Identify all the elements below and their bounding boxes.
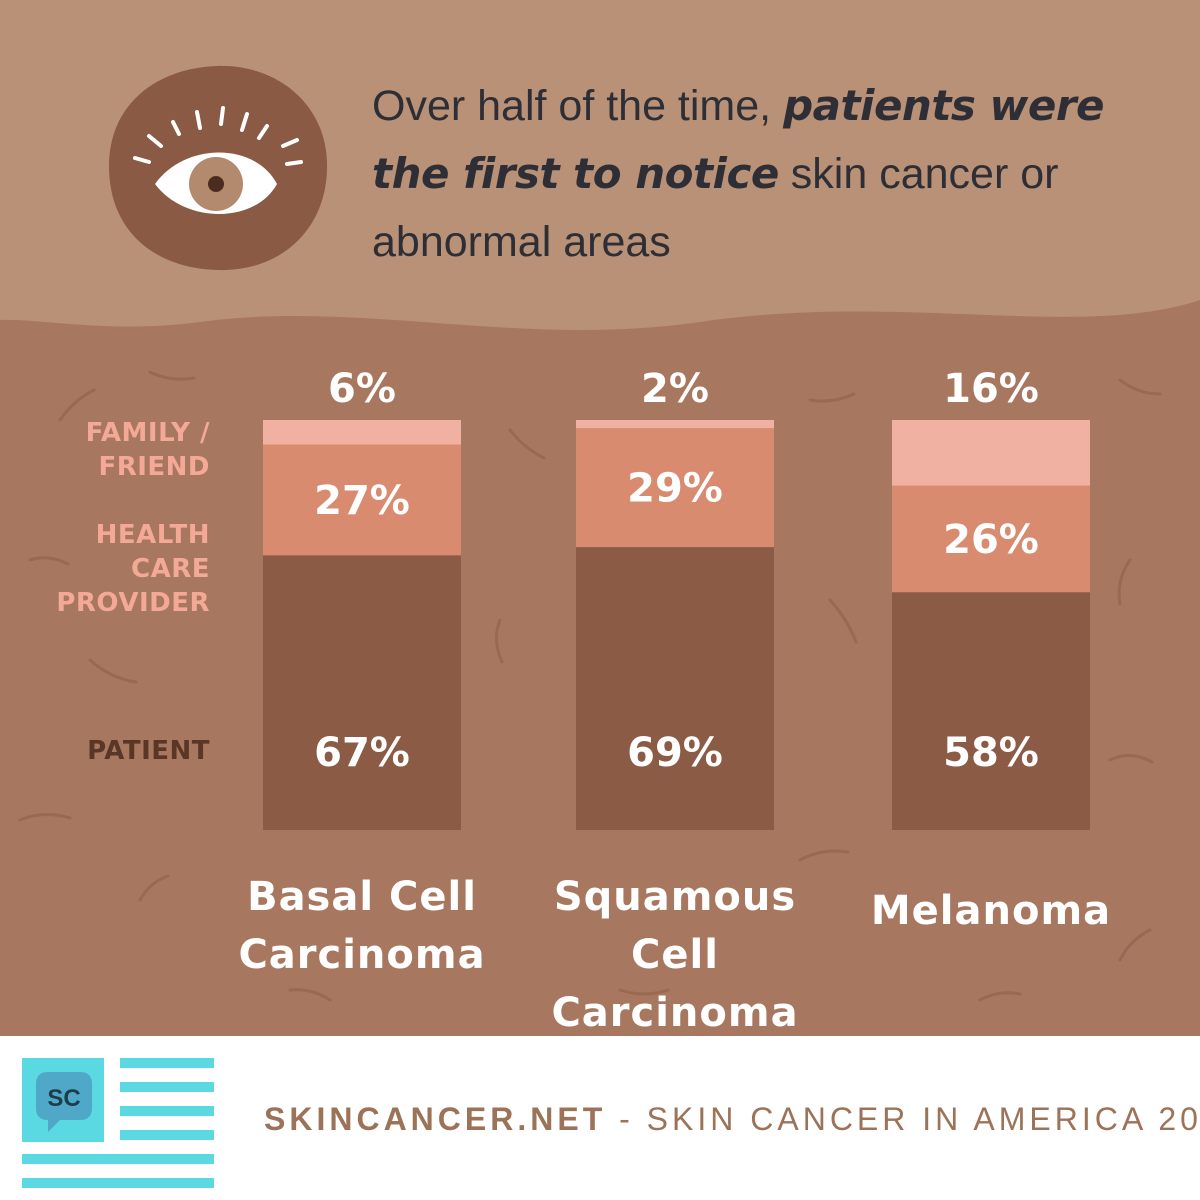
legend-label-health-care-provider: HEALTH CARE PROVIDER — [56, 520, 210, 618]
category-label-1: Basal Cell Carcinoma — [238, 874, 486, 978]
value-label-provider-2: 29% — [627, 466, 723, 512]
bar-3-patient — [892, 592, 1090, 830]
bar-1-family — [263, 420, 461, 445]
legend-label-patient: PATIENT — [87, 736, 210, 766]
bar-2-provider — [576, 428, 774, 548]
footer-text: SKINCANCER.NET - SKIN CANCER IN AMERICA … — [264, 1101, 1200, 1138]
footer: SC SKINCANCER.NET - SKIN CANCER IN AMERI… — [0, 1036, 1200, 1200]
top-band — [0, 0, 1200, 330]
footer-tagline: - SKIN CANCER IN AMERICA 2017 — [606, 1101, 1200, 1137]
eye-badge — [109, 65, 328, 271]
value-label-family-3: 16% — [943, 366, 1039, 412]
value-label-family-2: 2% — [641, 366, 709, 412]
bar-2-family — [576, 420, 774, 429]
bar-3-provider — [892, 485, 1090, 593]
bar-1-provider — [263, 444, 461, 556]
bar-2-patient — [576, 547, 774, 830]
stacked-bar-chart: 67% 27% 6% 69% 29% 2% 58% 26% 16% — [18, 366, 1162, 1002]
footer-site[interactable]: SKINCANCER.NET — [264, 1101, 607, 1137]
value-label-patient-3: 58% — [943, 730, 1039, 776]
bar-1-patient — [263, 555, 461, 830]
value-label-provider-1: 27% — [314, 478, 410, 524]
value-label-provider-3: 26% — [943, 517, 1039, 563]
eye-icon — [133, 106, 303, 166]
bars-group — [263, 420, 1090, 830]
headline-emphasis: patients were the first to notice — [372, 81, 1105, 198]
headline-part2: skin cancer or abnormal areas — [372, 150, 1059, 266]
bar-3-family — [892, 420, 1090, 486]
bar-labels-group: 67% 27% 6% 69% 29% 2% 58% 26% 16% — [314, 366, 1039, 776]
chat-bubble-logo-icon: SC — [22, 1058, 214, 1188]
value-label-family-1: 6% — [328, 366, 396, 412]
legend-label-family-friend: FAMILY / FRIEND — [85, 418, 210, 482]
category-label-2: Squamous Cell Carcinoma — [551, 874, 799, 1036]
headline: Over half of the time, patients were the… — [372, 72, 1172, 276]
value-label-patient-1: 67% — [314, 730, 410, 776]
headline-part1: Over half of the time, — [372, 82, 784, 130]
value-label-patient-2: 69% — [627, 730, 723, 776]
logo-text: SC — [47, 1085, 80, 1112]
hair-texture — [18, 370, 1162, 1002]
category-label-3: Melanoma — [870, 888, 1112, 934]
